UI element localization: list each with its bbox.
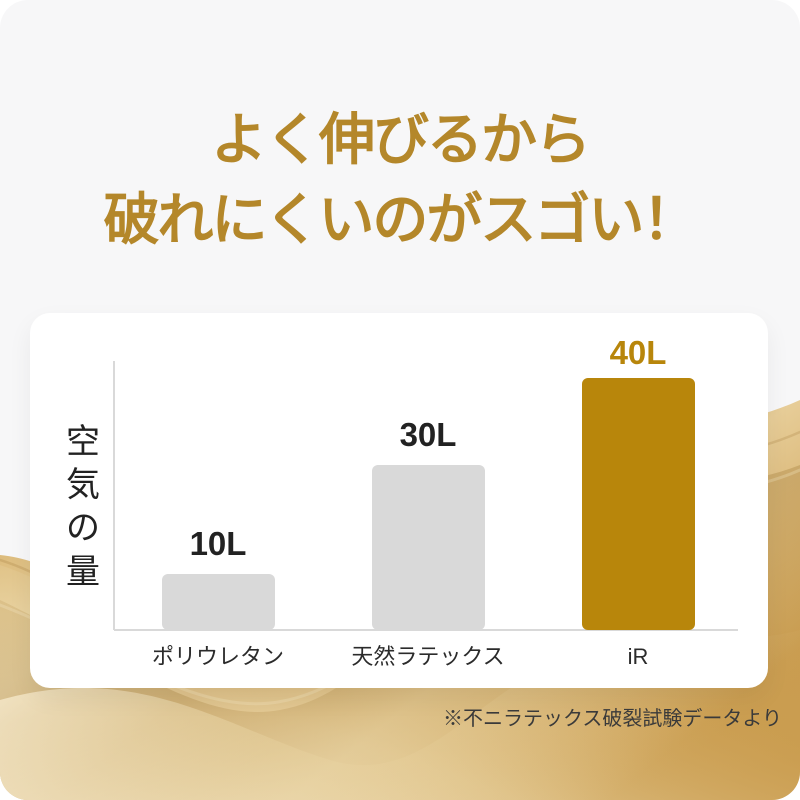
svg-text:天然ラテックス: 天然ラテックス xyxy=(351,644,504,669)
svg-text:ポリウレタン: ポリウレタン xyxy=(152,644,284,669)
svg-text:iR: iR xyxy=(628,644,649,669)
svg-text:30L: 30L xyxy=(400,416,457,453)
svg-text:10L: 10L xyxy=(190,525,247,562)
svg-text:40L: 40L xyxy=(610,334,667,371)
